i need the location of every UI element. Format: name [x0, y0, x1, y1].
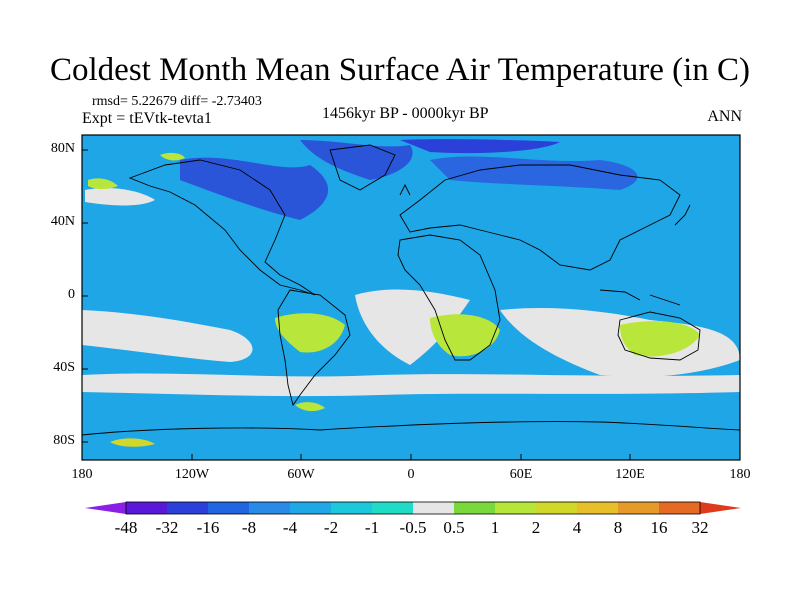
colorbar-label: -1 [364, 518, 380, 537]
xtick-label: 120W [174, 467, 210, 482]
cold-region-siberia [430, 156, 638, 190]
colorbar-cell [290, 502, 331, 514]
xtick-label: 0 [407, 467, 415, 482]
colorbar-cell [495, 502, 536, 514]
axis-ticks [81, 149, 741, 460]
cold-region-arctic [400, 139, 560, 154]
season-label: ANN [707, 108, 742, 125]
neutral-band-southern [82, 373, 740, 397]
warm-region-south-america [275, 313, 345, 353]
coastline-eurasia [399, 164, 681, 271]
neutral-band-pacific [82, 310, 253, 362]
colorbar-cell [208, 502, 249, 514]
neutral-band-atlantic [355, 289, 470, 365]
map-panel [81, 134, 741, 461]
colorbar-label: -16 [196, 518, 220, 537]
colorbar-label: -32 [155, 518, 179, 537]
coastline-indonesia [599, 289, 681, 306]
colorbar-cell [249, 502, 290, 514]
ytick-label: 0 [68, 287, 75, 302]
colorbar-cell [659, 502, 700, 514]
coastline-australia [617, 311, 701, 361]
cold-region-north-america [180, 157, 329, 220]
neutral-patch-north-pacific [85, 188, 155, 206]
coastline-south-america [277, 289, 351, 407]
coastline-uk [399, 183, 411, 196]
colorbar-frame [125, 501, 701, 515]
colorbar [85, 501, 741, 515]
colorbar-label: -0.5 [399, 518, 427, 537]
colorbar-cell [167, 502, 208, 514]
colorbar-cell [413, 502, 454, 514]
colorbar-label: -48 [114, 518, 138, 537]
xtick-label: 60E [509, 467, 533, 482]
warm-region-australia [620, 321, 700, 357]
xtick-label: 180 [71, 467, 93, 482]
xtick-label: 120E [615, 467, 645, 482]
cold-region-greenland [300, 140, 413, 180]
colorbar-label: 0.5 [443, 518, 465, 537]
colorbar-cell [536, 502, 577, 514]
coastline-greenland [329, 144, 396, 191]
colorbar-label: 16 [650, 518, 668, 537]
colorbar-label: 4 [572, 518, 582, 537]
colorbar-label: 1 [490, 518, 500, 537]
colorbar-cell [454, 502, 495, 514]
colorbar-label: 8 [613, 518, 623, 537]
colorbar-cell [618, 502, 659, 514]
coastlines [81, 144, 741, 436]
experiment-label: Expt = tEVtk-tevta1 [82, 110, 212, 127]
colorbar-label: -8 [241, 518, 257, 537]
warm-region-north-pacific [160, 152, 185, 161]
ytick-label: 40N [50, 214, 75, 229]
coastline-antarctica [81, 421, 741, 436]
colorbar-cell [331, 502, 372, 514]
colorbar-cell [372, 502, 413, 514]
coastline-north-america [128, 159, 316, 296]
colorbar-cell [126, 502, 167, 514]
colorbar-label: -2 [323, 518, 339, 537]
period-label: 1456kyr BP - 0000kyr BP [322, 105, 489, 122]
ytick-label: 80S [53, 433, 75, 448]
coastline-japan [674, 204, 691, 226]
ytick-label: 40S [53, 360, 75, 375]
colorbar-label: 2 [531, 518, 541, 537]
colorbar-label: 32 [691, 518, 709, 537]
colorbar-label: -4 [282, 518, 298, 537]
warm-region-antarctic-patch [110, 438, 155, 447]
chart-title: Coldest Month Mean Surface Air Temperatu… [50, 52, 750, 88]
coastline-africa [397, 234, 501, 361]
warm-region-alaska [88, 178, 118, 189]
xtick-label: 180 [729, 467, 751, 482]
colorbar-arrow-right [700, 502, 741, 514]
xtick-label: 60W [287, 467, 315, 482]
colorbar-cell [577, 502, 618, 514]
stats-label: rmsd= 5.22679 diff= -2.73403 [92, 94, 262, 109]
colorbar-arrow-left [85, 502, 126, 514]
ytick-label: 80N [50, 141, 75, 156]
warm-region-south-pacific [295, 402, 325, 412]
